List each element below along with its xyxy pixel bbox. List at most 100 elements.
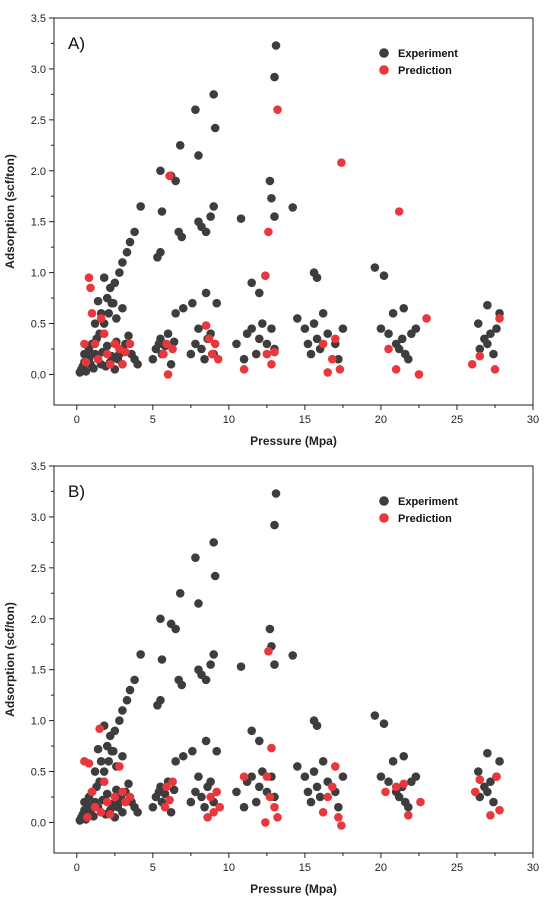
experiment-point	[267, 324, 276, 333]
experiment-point	[115, 716, 124, 725]
experiment-point	[110, 726, 120, 736]
prediction-point	[264, 227, 273, 237]
experiment-point	[370, 263, 380, 272]
x-tick-label: 0	[74, 862, 80, 874]
experiment-point	[133, 359, 142, 369]
experiment-point	[177, 680, 187, 690]
experiment-point	[236, 214, 246, 223]
experiment-point	[175, 141, 185, 150]
experiment-point	[125, 237, 135, 247]
prediction-point	[162, 339, 171, 349]
prediction-point	[84, 759, 94, 768]
experiment-point	[157, 655, 167, 664]
prediction-point	[207, 349, 217, 359]
prediction-point	[159, 349, 168, 359]
prediction-point	[102, 349, 112, 359]
prediction-point	[264, 647, 273, 656]
experiment-point	[404, 354, 413, 364]
experiment-point	[194, 151, 203, 160]
prediction-point	[83, 813, 92, 822]
experiment-point	[492, 324, 501, 333]
prediction-point	[213, 354, 223, 364]
experiment-point	[156, 334, 165, 344]
prediction-point	[381, 787, 390, 797]
prediction-point	[118, 787, 127, 797]
experiment-point	[102, 789, 112, 799]
experiment-point	[306, 349, 316, 359]
experiment-point	[247, 726, 256, 736]
prediction-point	[318, 339, 328, 349]
experiment-point	[303, 339, 313, 349]
legend-label-experiment: Experiment	[398, 496, 458, 508]
prediction-point	[394, 207, 404, 216]
prediction-point	[105, 810, 115, 819]
prediction-point	[495, 314, 504, 323]
experiment-point	[473, 767, 483, 776]
experiment-point	[251, 797, 261, 807]
x-tick-label: 25	[451, 862, 463, 874]
experiment-point	[338, 772, 348, 781]
prediction-point	[391, 365, 401, 374]
experiment-point	[191, 339, 200, 349]
prediction-point	[323, 792, 333, 802]
experiment-point	[338, 324, 348, 333]
experiment-point	[206, 212, 215, 221]
panel-b: 0 5 10 15 20 25 30 0.0 0.5 1.0 1.5 2.0 2.5 3.0 3.5 Pres…	[3, 461, 539, 896]
experiment-point	[136, 202, 145, 211]
experiment-point	[130, 227, 139, 237]
experiment-point	[254, 782, 264, 792]
experiment-point	[209, 202, 218, 211]
experiment-point	[194, 599, 203, 608]
experiment-point	[210, 123, 220, 133]
y-tick-label: 2.0	[31, 166, 46, 178]
experiment-point	[157, 207, 167, 216]
prediction-point	[95, 724, 104, 734]
experiment-point	[312, 334, 322, 344]
experiment-point	[93, 296, 103, 306]
prediction-point	[160, 802, 170, 812]
experiment-point	[388, 309, 398, 318]
prediction-point	[121, 347, 130, 357]
prediction-point	[399, 779, 409, 789]
prediction-point	[273, 813, 282, 822]
prediction-point	[165, 795, 174, 805]
y-tick-label: 2.5	[31, 115, 46, 127]
experiment-point	[177, 232, 187, 242]
prediction-point	[422, 314, 431, 323]
prediction-point	[99, 329, 109, 339]
x-tick-label: 10	[223, 862, 235, 874]
experiment-point	[251, 349, 261, 359]
x-tick-label: 5	[150, 862, 156, 874]
experiment-point	[156, 782, 165, 792]
prediction-point	[492, 772, 501, 781]
experiment-point	[254, 334, 264, 344]
experiment-point	[254, 288, 264, 298]
experiment-point	[486, 329, 495, 339]
experiment-point	[486, 777, 495, 787]
experiment-point	[495, 757, 504, 766]
experiment-point	[309, 767, 319, 776]
experiment-point	[125, 685, 135, 695]
prediction-point	[323, 368, 333, 377]
experiment-point	[201, 675, 211, 685]
x-axis-title: Pressure (Mpa)	[250, 434, 337, 448]
experiment-point	[384, 329, 393, 339]
prediction-point	[327, 354, 337, 364]
experiment-point	[156, 166, 165, 176]
prediction-point	[267, 359, 276, 369]
y-tick-label: 1.0	[31, 268, 46, 280]
prediction-point	[105, 359, 115, 369]
prediction-point	[165, 171, 174, 181]
experiment-point	[118, 807, 127, 817]
prediction-point	[96, 314, 106, 323]
experiment-point	[399, 303, 409, 313]
prediction-point	[125, 792, 135, 802]
experiment-point	[201, 227, 211, 237]
prediction-point	[80, 339, 89, 349]
legend-marker-prediction	[379, 513, 389, 523]
panel-label: B)	[68, 482, 85, 501]
experiment-point	[489, 349, 498, 359]
prediction-point	[168, 777, 177, 787]
experiment-point	[270, 72, 279, 82]
experiment-point	[247, 324, 256, 333]
